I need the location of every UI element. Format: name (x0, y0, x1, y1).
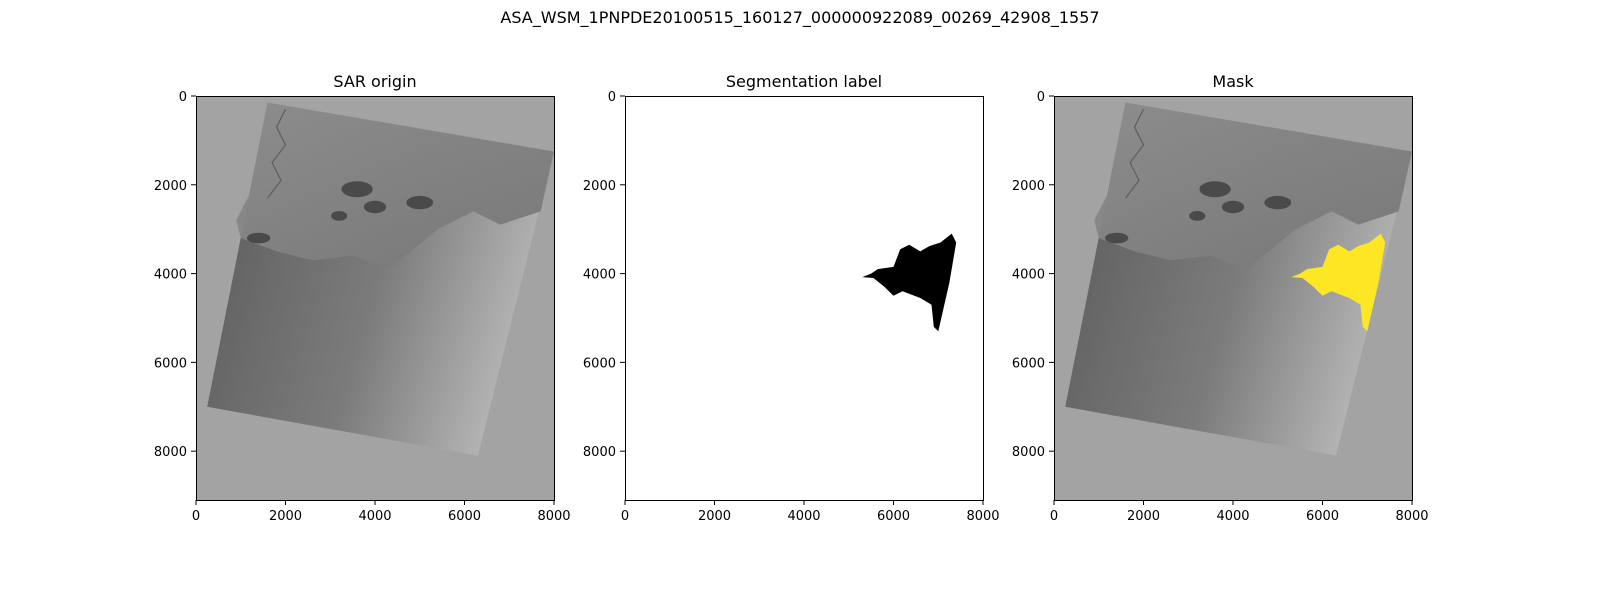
dark-lake (1264, 195, 1292, 210)
y-tick-label: 6000 (583, 356, 616, 371)
dark-lake (247, 232, 271, 244)
dark-lake (1105, 232, 1129, 244)
mask-panel: Mask 0 2000 4000 6000 8000 0 2000 4000 6000 8000 (1012, 72, 1429, 524)
dark-lake (341, 181, 373, 198)
x-tick-label: 6000 (877, 509, 910, 524)
y-tick-label: 8000 (154, 445, 187, 460)
sar-origin-panel: SAR origin 0 2000 4000 6000 8000 0 2000 4000 6000… (154, 72, 571, 524)
sar-origin-image (196, 96, 554, 500)
dark-lake (331, 210, 348, 221)
x-tick-label: 4000 (1216, 509, 1249, 524)
y-tick-label: 4000 (1012, 268, 1045, 283)
mask-image (1054, 96, 1412, 500)
y-tick-label: 4000 (154, 268, 187, 283)
y-tick-label: 2000 (154, 179, 187, 194)
dark-lake (1189, 210, 1206, 221)
oil-spill-region (1291, 233, 1386, 332)
river-line (1125, 109, 1145, 199)
x-tick-label: 8000 (966, 509, 999, 524)
y-tick-label: 6000 (154, 356, 187, 371)
panel-title: Mask (1212, 72, 1254, 91)
river-line (267, 109, 287, 199)
x-tick-label: 2000 (1127, 509, 1160, 524)
dark-lake (363, 200, 387, 214)
x-tick-label: 0 (1050, 509, 1058, 524)
segmentation-label-panel: Segmentation label 0 2000 4000 6000 8000 0 2000… (583, 72, 1000, 524)
x-tick-label: 2000 (269, 509, 302, 524)
panel-title: SAR origin (333, 72, 416, 91)
x-tick-label: 8000 (537, 509, 570, 524)
y-tick-label: 2000 (1012, 179, 1045, 194)
y-tick-label: 6000 (1012, 356, 1045, 371)
x-tick-label: 0 (621, 509, 629, 524)
x-tick-label: 4000 (358, 509, 391, 524)
x-tick-label: 4000 (787, 509, 820, 524)
y-tick-label: 0 (608, 90, 616, 105)
dark-lake (1221, 200, 1245, 214)
land-area (1094, 102, 1412, 270)
y-tick-label: 4000 (583, 268, 616, 283)
oil-spill-region (862, 233, 957, 332)
panel-title: Segmentation label (726, 72, 882, 91)
y-tick-label: 0 (179, 90, 187, 105)
dark-lake (1199, 181, 1231, 198)
y-tick-label: 8000 (583, 445, 616, 460)
x-tick-label: 8000 (1395, 509, 1428, 524)
y-tick-label: 2000 (583, 179, 616, 194)
x-tick-label: 6000 (448, 509, 481, 524)
y-tick-label: 0 (1037, 90, 1045, 105)
land-area (236, 102, 554, 270)
x-tick-label: 0 (192, 509, 200, 524)
dark-lake (406, 195, 434, 210)
y-tick-label: 8000 (1012, 445, 1045, 460)
figure-suptitle: ASA_WSM_1PNPDE20100515_160127_0000009220… (500, 8, 1100, 27)
segmentation-label-image (625, 96, 983, 500)
x-tick-label: 2000 (698, 509, 731, 524)
x-tick-label: 6000 (1306, 509, 1339, 524)
